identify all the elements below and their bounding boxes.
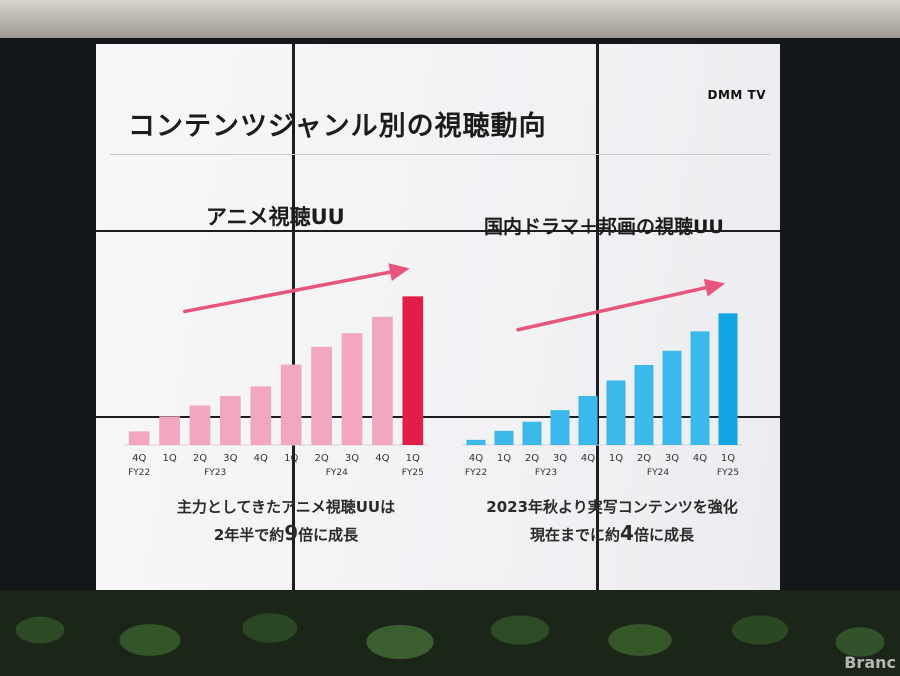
trend-arrow-head (388, 263, 410, 281)
x-tick-label: 1Q (497, 453, 511, 464)
presentation-screen: コンテンツジャンル別の視聴動向 DMM TV アニメ視聴UU 国内ドラマ＋邦画の… (96, 44, 780, 600)
foreground-plants (0, 590, 900, 676)
screen-seam (292, 44, 295, 600)
bar (578, 395, 598, 445)
x-tick-label: 3Q (665, 453, 679, 464)
x-tick-label: 2Q (314, 453, 328, 464)
fiscal-year-label: FY24 (647, 468, 669, 478)
screen-seam (96, 416, 780, 418)
x-tick-label: 1Q (406, 453, 420, 464)
drama-caption-line2: 現在までに約4倍に成長 (452, 520, 772, 548)
bar (606, 380, 626, 445)
anime-caption-line1: 主力としてきたアニメ視聴UUは (176, 498, 396, 516)
watermark: Branc (844, 653, 896, 672)
bar (494, 430, 514, 445)
x-tick-label: 2Q (525, 453, 539, 464)
fiscal-year-label: FY22 (465, 468, 487, 478)
fiscal-year-label: FY25 (717, 468, 739, 478)
anime-caption-line2: 2年半で約9倍に成長 (136, 520, 436, 548)
anime-caption: 主力としてきたアニメ視聴UUは 2年半で約9倍に成長 (136, 494, 436, 548)
x-tick-label: 2Q (193, 453, 207, 464)
bar (634, 364, 654, 445)
x-tick-label: 3Q (223, 453, 237, 464)
bar (311, 346, 332, 445)
x-tick-label: 1Q (284, 453, 298, 464)
bar (159, 416, 180, 445)
screen-seam (596, 44, 599, 600)
ceiling (0, 0, 900, 38)
anime-uu-chart: 4Q 1Q 2Q 3Q 4Q 1Q 2Q 3Q 4Q 1Q FY22 FY23 FY24 FY25 (124, 263, 428, 478)
anime-caption-pre: 2年半で約 (213, 526, 285, 544)
bar (690, 331, 710, 445)
x-tick-label: 4Q (375, 453, 389, 464)
fiscal-year-label: FY23 (204, 468, 226, 478)
trend-arrow-shaft (516, 285, 708, 332)
anime-caption-multiplier: 9 (284, 521, 299, 545)
bar (402, 296, 424, 445)
drama-film-uu-chart: 4Q 1Q 2Q 3Q 4Q 1Q 2Q 3Q 4Q 1Q FY22 FY23 FY24 FY25 (462, 278, 742, 478)
bar (220, 395, 241, 445)
x-tick-label: 3Q (345, 453, 359, 464)
x-tick-label: 4Q (693, 453, 707, 464)
screen-seam (96, 230, 780, 232)
bar (550, 410, 570, 445)
x-tick-label: 3Q (553, 453, 567, 464)
title-divider (110, 154, 770, 155)
x-tick-label: 1Q (609, 453, 623, 464)
bar (341, 333, 363, 445)
x-tick-label: 1Q (162, 453, 176, 464)
trend-arrow-head (703, 278, 726, 297)
drama-caption-multiplier: 4 (620, 521, 634, 545)
bar (189, 405, 211, 445)
drama-caption-pre: 現在までに約 (530, 526, 621, 544)
x-tick-label: 4Q (132, 453, 146, 464)
drama-caption: 2023年秋より実写コンテンツを強化 現在までに約4倍に成長 (452, 494, 772, 548)
anime-caption-post: 倍に成長 (298, 526, 359, 544)
fiscal-year-label: FY22 (128, 468, 150, 478)
x-tick-label: 4Q (581, 453, 595, 464)
bar (662, 350, 682, 445)
slide-title: コンテンツジャンル別の視聴動向 (128, 111, 547, 142)
drama-caption-line1: 2023年秋より実写コンテンツを強化 (486, 498, 738, 516)
dmm-tv-logo: DMM TV (707, 88, 766, 102)
bar (280, 364, 302, 445)
x-tick-label: 4Q (469, 453, 483, 464)
trend-arrow-shaft (183, 270, 392, 314)
fiscal-year-label: FY24 (326, 468, 348, 478)
anime-chart-title: アニメ視聴UU (206, 205, 345, 229)
x-tick-label: 4Q (254, 453, 268, 464)
x-tick-label: 2Q (637, 453, 651, 464)
bar (250, 386, 272, 445)
x-tick-label: 1Q (721, 453, 735, 464)
drama-caption-post: 倍に成長 (633, 526, 694, 544)
bar (128, 431, 150, 445)
bar (466, 439, 486, 445)
fiscal-year-label: FY25 (402, 468, 424, 478)
fiscal-year-label: FY23 (535, 468, 557, 478)
bar (718, 313, 738, 445)
bar (372, 316, 393, 445)
drama-chart-title: 国内ドラマ＋邦画の視聴UU (484, 216, 724, 238)
bar (522, 421, 542, 445)
